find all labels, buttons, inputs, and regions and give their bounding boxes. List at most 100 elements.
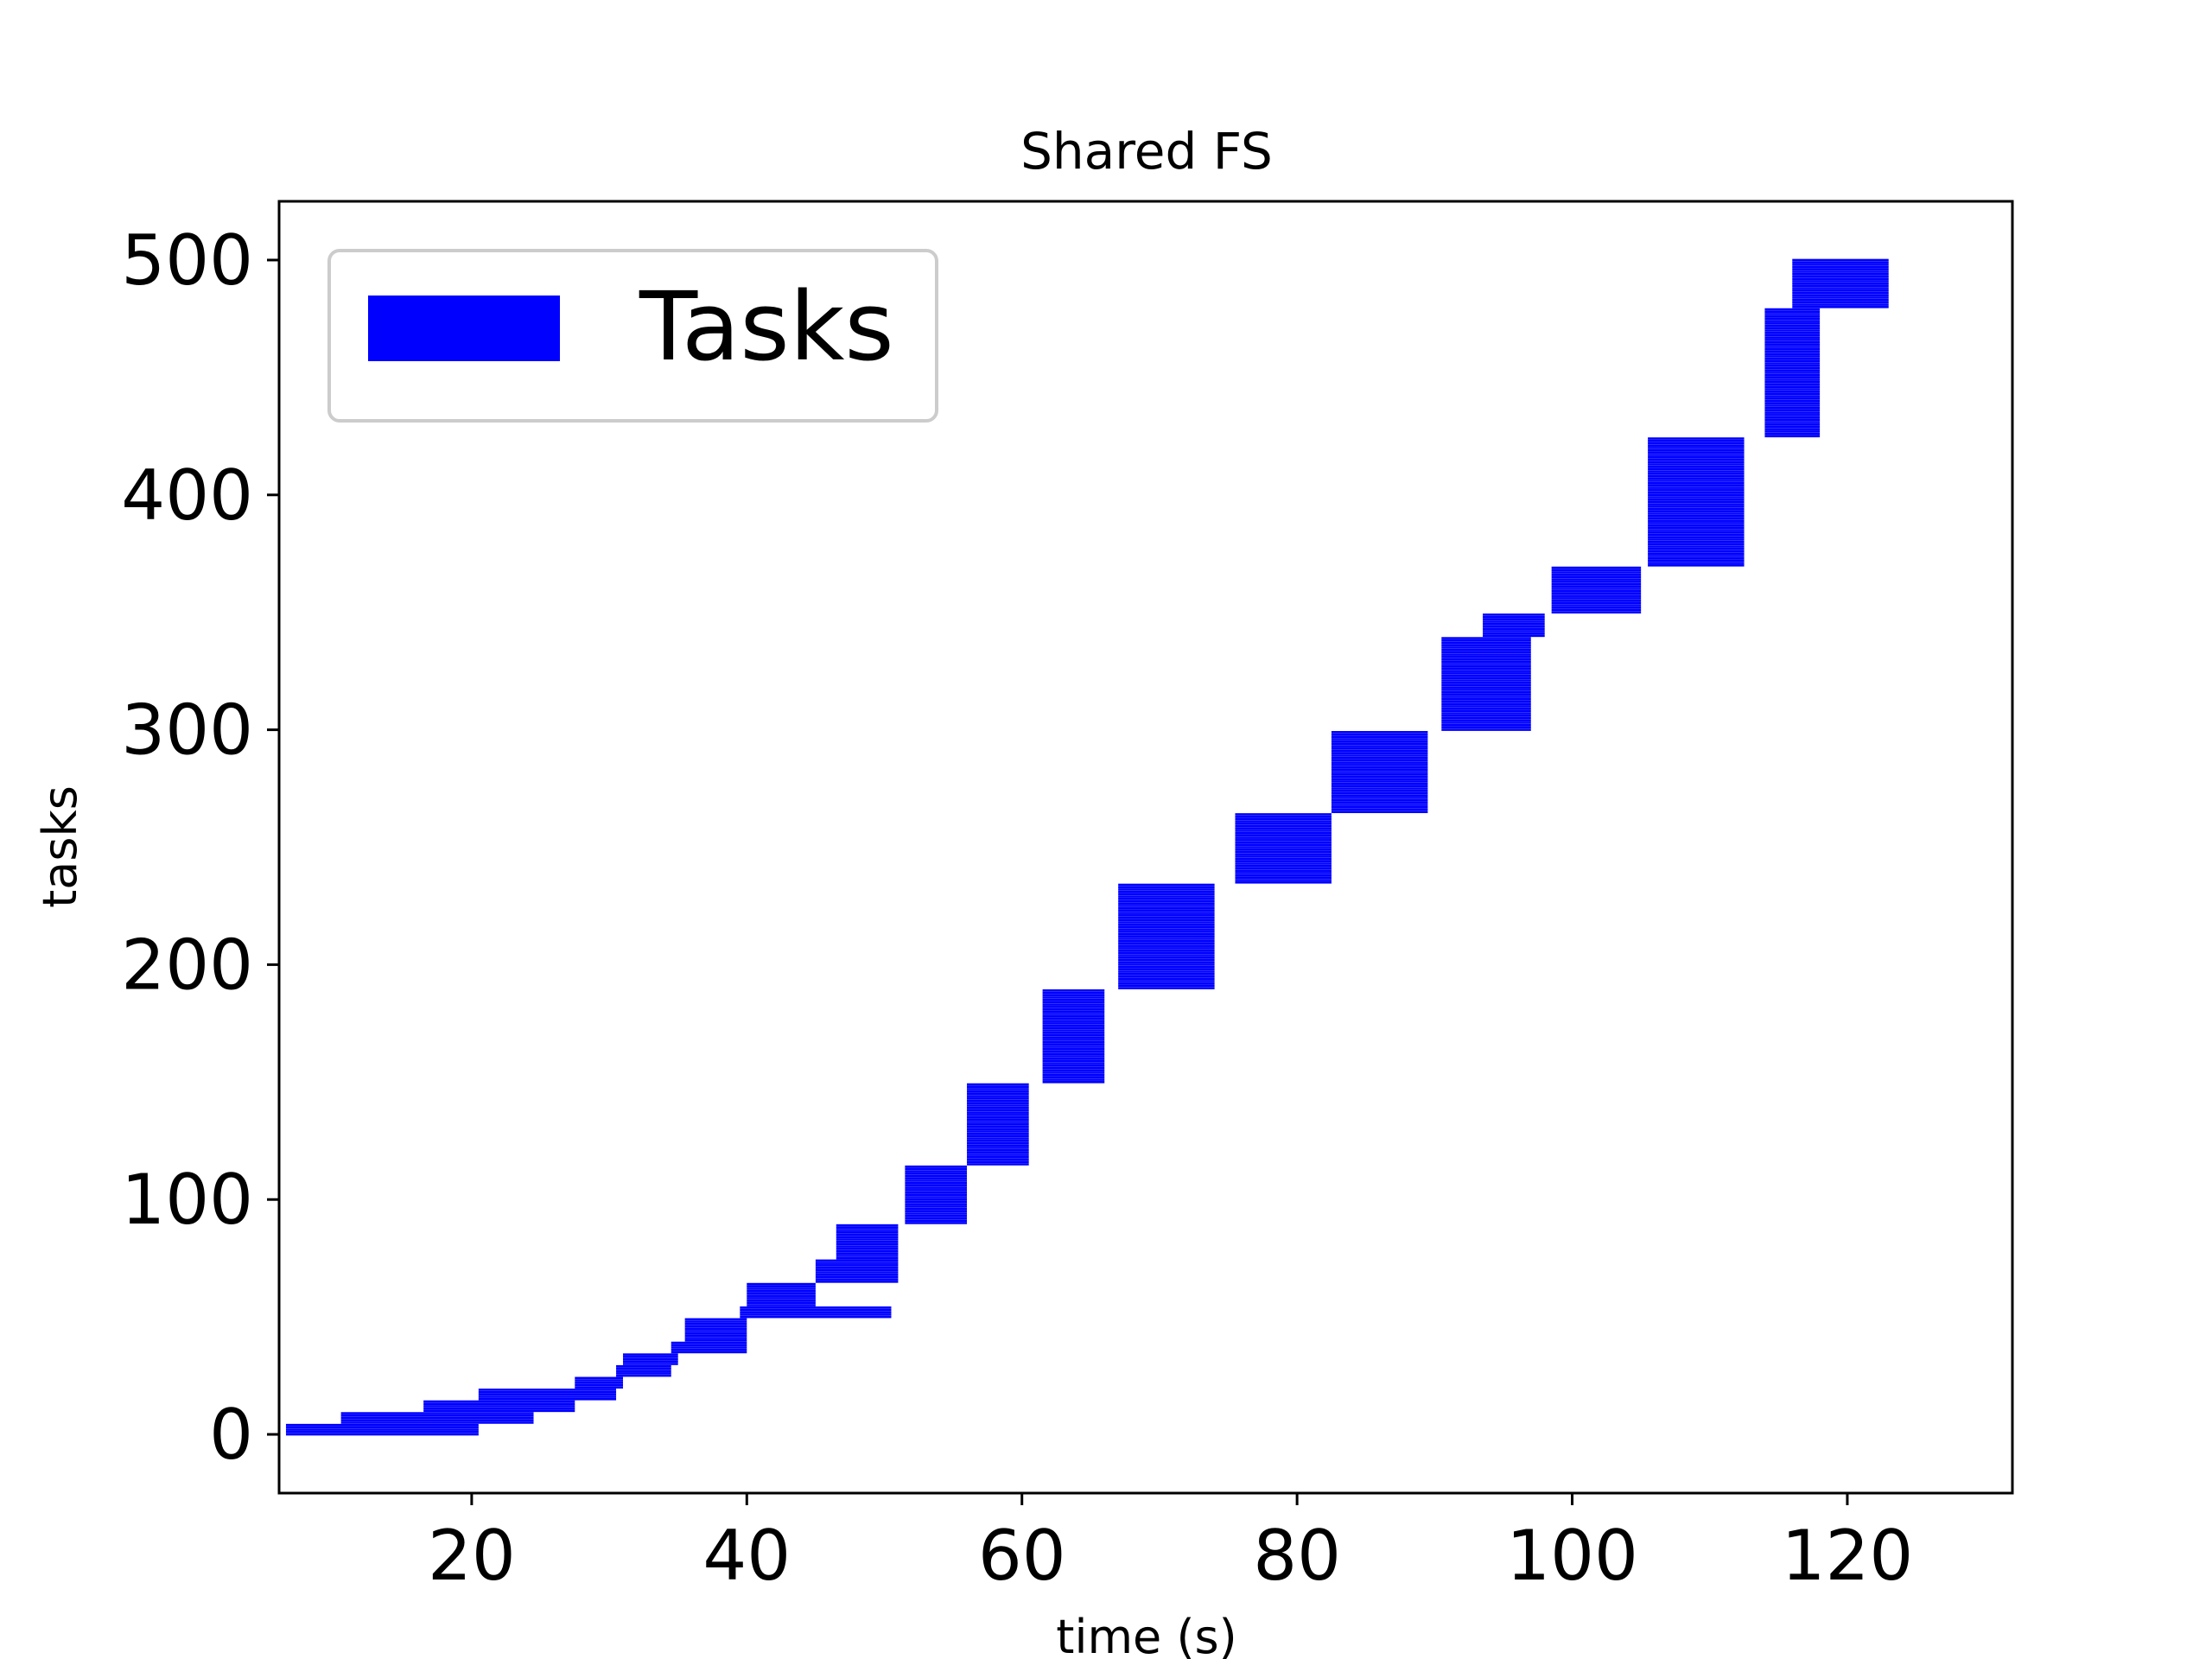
task-bar	[1042, 1013, 1105, 1015]
task-bar	[1118, 912, 1215, 914]
task-bar	[967, 1092, 1029, 1096]
task-bar	[1042, 1046, 1105, 1048]
task-bar	[684, 1337, 747, 1339]
task-bar	[1441, 670, 1531, 672]
task-bar	[967, 1121, 1029, 1123]
task-bar	[1118, 938, 1215, 940]
task-bar	[836, 1233, 899, 1236]
task-bar	[616, 1374, 671, 1377]
task-bar	[1648, 533, 1745, 537]
task-bar	[1764, 432, 1821, 435]
task-bar	[1792, 270, 1889, 273]
task-bar	[1764, 383, 1821, 386]
task-bar	[1551, 566, 1642, 569]
task-bar	[1331, 780, 1428, 783]
task-bar	[1235, 817, 1332, 821]
task-bar	[1648, 486, 1745, 489]
task-bar	[1551, 608, 1642, 612]
task-bar	[1764, 355, 1821, 358]
task-bar	[905, 1173, 968, 1175]
task-bar	[1648, 529, 1745, 531]
task-bar	[815, 1281, 899, 1283]
task-bar	[905, 1219, 968, 1222]
task-bar	[1764, 353, 1821, 355]
task-bar	[1764, 346, 1821, 348]
task-bar	[1648, 493, 1745, 497]
task-bar	[1118, 984, 1215, 988]
task-bar	[1551, 582, 1642, 586]
task-bar	[684, 1320, 747, 1323]
task-bar	[1331, 747, 1428, 750]
task-bar	[1648, 526, 1745, 530]
task-bar	[905, 1177, 968, 1180]
task-bar	[1648, 552, 1745, 556]
task-bar	[836, 1245, 899, 1248]
task-bar	[1648, 556, 1745, 560]
task-bar	[967, 1132, 1029, 1135]
task-bar	[1792, 261, 1889, 264]
task-bar	[616, 1372, 671, 1375]
task-bar	[905, 1212, 968, 1215]
task-bar	[1118, 916, 1215, 919]
task-bar	[1764, 390, 1821, 393]
task-bar	[1331, 772, 1428, 776]
task-bar	[1648, 474, 1745, 478]
task-bar	[1551, 604, 1642, 607]
task-bar	[1648, 559, 1745, 563]
task-bar	[1792, 280, 1889, 283]
task-bar	[1441, 644, 1531, 647]
task-bar	[423, 1402, 575, 1406]
task-bar	[423, 1407, 575, 1410]
task-bar	[967, 1141, 1029, 1145]
task-bar	[575, 1381, 624, 1384]
task-bar	[1331, 754, 1428, 757]
task-bar	[1648, 538, 1745, 541]
task-bar	[1648, 507, 1745, 511]
task-bar	[1441, 637, 1531, 639]
task-bar	[1648, 477, 1745, 480]
task-bar	[1235, 853, 1332, 855]
task-bar	[1648, 505, 1745, 508]
task-bar	[285, 1426, 479, 1429]
task-bar	[1042, 1040, 1105, 1044]
task-bar	[967, 1158, 1029, 1161]
task-bar	[1441, 672, 1531, 675]
task-bar	[740, 1313, 892, 1316]
task-bar	[1441, 677, 1531, 680]
task-bar	[967, 1109, 1029, 1112]
task-bar	[1551, 592, 1642, 595]
task-bar	[1235, 815, 1332, 818]
task-bar	[1118, 975, 1215, 978]
task-bar	[1235, 846, 1332, 849]
task-bar	[836, 1240, 899, 1243]
task-bar	[967, 1099, 1029, 1103]
task-bar	[1331, 738, 1428, 741]
task-bar	[967, 1156, 1029, 1159]
task-bar	[1441, 700, 1531, 703]
task-bar	[1764, 331, 1821, 334]
task-bar	[1042, 1064, 1105, 1067]
task-bar	[1648, 442, 1745, 445]
task-bar	[1792, 284, 1889, 288]
task-bar	[1483, 622, 1545, 626]
task-bar	[1648, 470, 1745, 473]
task-bar	[967, 1097, 1029, 1100]
task-bar	[815, 1275, 899, 1279]
task-bar	[671, 1346, 747, 1349]
legend: Tasks	[327, 249, 938, 423]
task-bar	[1764, 395, 1821, 397]
task-bar	[905, 1189, 968, 1192]
task-bar	[1764, 376, 1821, 379]
task-bar	[1331, 798, 1428, 802]
task-bar	[1042, 1055, 1105, 1058]
task-bar	[1648, 519, 1745, 522]
task-bar	[1764, 313, 1821, 315]
task-bar	[1042, 1062, 1105, 1065]
task-bar	[1648, 448, 1745, 452]
task-bar	[1764, 320, 1821, 322]
task-bar	[967, 1154, 1029, 1156]
task-bar	[1118, 956, 1215, 959]
task-bar	[1331, 797, 1428, 799]
task-bar	[1648, 467, 1745, 471]
